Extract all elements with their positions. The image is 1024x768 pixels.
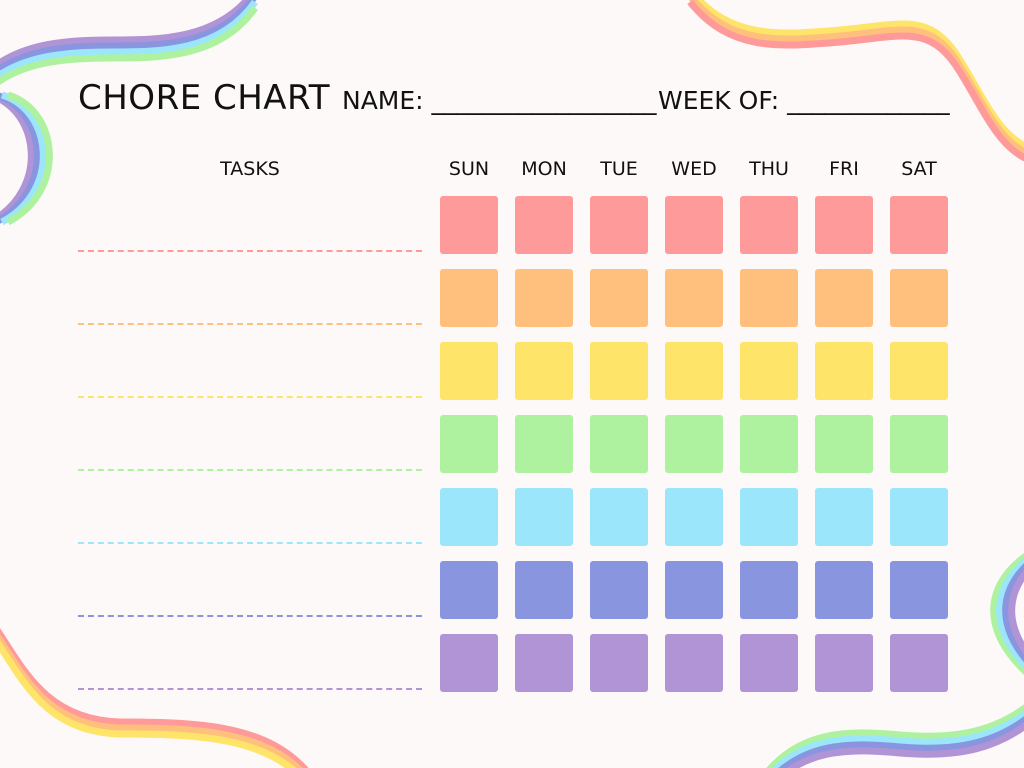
task-line[interactable] xyxy=(78,469,422,471)
checkbox-tue[interactable] xyxy=(590,561,648,619)
task-line[interactable] xyxy=(78,250,422,252)
checkbox-tue[interactable] xyxy=(590,488,648,546)
checkbox-mon[interactable] xyxy=(515,415,573,473)
page-title: CHORE CHART xyxy=(78,78,330,118)
rainbow-stripe xyxy=(687,0,1024,162)
checkbox-wed[interactable] xyxy=(665,342,723,400)
day-header-mon: MON xyxy=(521,158,567,180)
tasks-header: TASKS xyxy=(220,158,280,180)
checkbox-thu[interactable] xyxy=(740,415,798,473)
checkbox-sat[interactable] xyxy=(890,342,948,400)
rainbow-stripe xyxy=(1008,569,1024,655)
checkbox-fri[interactable] xyxy=(815,415,873,473)
rainbow-stripe xyxy=(1002,563,1024,663)
checkbox-tue[interactable] xyxy=(590,269,648,327)
checkbox-fri[interactable] xyxy=(815,634,873,692)
rainbow-stripe xyxy=(0,0,257,73)
rainbow-stripe xyxy=(0,5,258,85)
task-line[interactable] xyxy=(78,688,422,690)
name-blank[interactable]: __________________ xyxy=(431,86,657,115)
day-header-fri: FRI xyxy=(829,158,859,180)
checkbox-sat[interactable] xyxy=(890,196,948,254)
task-line[interactable] xyxy=(78,615,422,617)
name-field[interactable]: NAME: __________________ xyxy=(342,86,657,115)
checkbox-sun[interactable] xyxy=(440,196,498,254)
checkbox-wed[interactable] xyxy=(665,415,723,473)
checkbox-wed[interactable] xyxy=(665,269,723,327)
name-label: NAME: xyxy=(342,86,424,115)
checkbox-sat[interactable] xyxy=(890,269,948,327)
checkbox-mon[interactable] xyxy=(515,561,573,619)
checkbox-wed[interactable] xyxy=(665,561,723,619)
rainbow-stripe xyxy=(0,634,303,768)
checkbox-thu[interactable] xyxy=(740,342,798,400)
day-header-thu: THU xyxy=(749,158,789,180)
checkbox-wed[interactable] xyxy=(665,634,723,692)
checkbox-sun[interactable] xyxy=(440,561,498,619)
checkbox-thu[interactable] xyxy=(740,488,798,546)
checkbox-tue[interactable] xyxy=(590,634,648,692)
rainbow-stripe xyxy=(766,704,1024,768)
checkbox-fri[interactable] xyxy=(815,488,873,546)
checkbox-sun[interactable] xyxy=(440,634,498,692)
task-line[interactable] xyxy=(78,542,422,544)
rainbow-stripe xyxy=(0,0,252,67)
checkbox-thu[interactable] xyxy=(740,269,798,327)
checkbox-mon[interactable] xyxy=(515,342,573,400)
checkbox-sat[interactable] xyxy=(890,415,948,473)
task-line[interactable] xyxy=(78,396,422,398)
checkbox-thu[interactable] xyxy=(740,196,798,254)
rainbow-stripe xyxy=(694,0,1024,150)
rainbow-stripe xyxy=(990,553,1024,675)
checkbox-sun[interactable] xyxy=(440,269,498,327)
checkbox-tue[interactable] xyxy=(590,342,648,400)
rainbow-stripe xyxy=(6,91,53,226)
checkbox-thu[interactable] xyxy=(740,634,798,692)
checkbox-sat[interactable] xyxy=(890,634,948,692)
week-of-label: WEEK OF: xyxy=(658,86,780,115)
rainbow-stripe xyxy=(0,640,297,768)
week-of-field[interactable]: WEEK OF: _____________ xyxy=(658,86,950,115)
checkbox-mon[interactable] xyxy=(515,488,573,546)
checkbox-fri[interactable] xyxy=(815,269,873,327)
checkbox-mon[interactable] xyxy=(515,634,573,692)
checkbox-sun[interactable] xyxy=(440,488,498,546)
checkbox-fri[interactable] xyxy=(815,196,873,254)
checkbox-mon[interactable] xyxy=(515,196,573,254)
checkbox-sun[interactable] xyxy=(440,342,498,400)
rainbow-stripe xyxy=(0,0,258,79)
checkbox-sat[interactable] xyxy=(890,488,948,546)
day-header-sat: SAT xyxy=(901,158,937,180)
rainbow-stripe xyxy=(771,710,1024,768)
checkbox-tue[interactable] xyxy=(590,196,648,254)
checkbox-fri[interactable] xyxy=(815,561,873,619)
rainbow-stripe xyxy=(996,557,1024,669)
checkbox-fri[interactable] xyxy=(815,342,873,400)
day-header-tue: TUE xyxy=(600,158,638,180)
week-of-blank[interactable]: _____________ xyxy=(787,86,950,115)
day-header-wed: WED xyxy=(671,158,717,180)
task-line[interactable] xyxy=(78,323,422,325)
checkbox-mon[interactable] xyxy=(515,269,573,327)
checkbox-tue[interactable] xyxy=(590,415,648,473)
checkbox-wed[interactable] xyxy=(665,196,723,254)
checkbox-thu[interactable] xyxy=(740,561,798,619)
day-header-sun: SUN xyxy=(448,158,490,180)
checkbox-sun[interactable] xyxy=(440,415,498,473)
checkbox-sat[interactable] xyxy=(890,561,948,619)
checkbox-wed[interactable] xyxy=(665,488,723,546)
rainbow-stripe xyxy=(778,716,1024,768)
rainbow-stripe xyxy=(786,722,1024,768)
